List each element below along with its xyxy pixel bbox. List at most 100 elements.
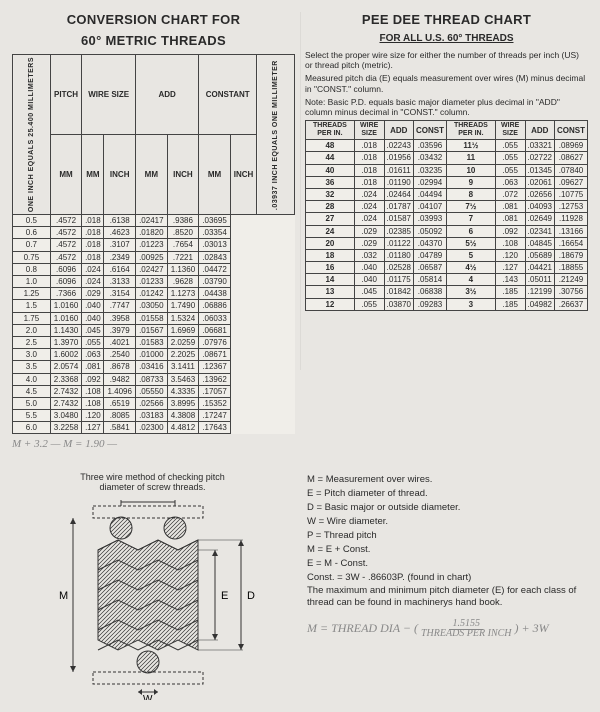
cell: .06886 [199, 300, 231, 312]
cell: .024 [354, 188, 384, 200]
side-note-right: .03937 INCH EQUALS ONE MILLIMETER [257, 55, 295, 215]
cell: 6 [446, 225, 495, 237]
cell: 2.0 [13, 324, 51, 336]
cell: .01122 [384, 237, 413, 249]
table-row: 1.25.7366.029.3154.012421.1273.04438 [13, 288, 295, 300]
left-title-2: 60° METRIC THREADS [12, 33, 295, 48]
cell: .03354 [199, 227, 231, 239]
cell: 3.0 [13, 349, 51, 361]
cell: .5841 [104, 422, 136, 434]
unit-inch: INCH [104, 135, 136, 215]
cell: .09627 [554, 176, 587, 188]
cell: .024 [354, 213, 384, 225]
cell: 4½ [446, 262, 495, 274]
cell: 10 [446, 164, 495, 176]
table-row: 6.03.2258.127.5841.023004.4812.17643 [13, 422, 295, 434]
cell: .01000 [136, 349, 168, 361]
cell: .01175 [384, 274, 413, 286]
cell: .03050 [136, 300, 168, 312]
cell: .108 [495, 237, 525, 249]
table-row: 4.52.7432.1081.4096.055504.3335.17057 [13, 385, 295, 397]
cell: .7654 [167, 239, 199, 251]
cell: 3.8995 [167, 397, 199, 409]
cell: .02427 [136, 263, 168, 275]
cell: 1.1360 [167, 263, 199, 275]
cell: 0.75 [13, 251, 51, 263]
cell: .045 [354, 286, 384, 298]
side-note-left: ONE INCH EQUALS 25.400 MILLIMETERS [13, 55, 51, 215]
cell: .17057 [199, 385, 231, 397]
cell: .07840 [554, 164, 587, 176]
cell: .18679 [554, 249, 587, 261]
cell: .03993 [413, 213, 446, 225]
cell: .05814 [413, 274, 446, 286]
cell: 4.3335 [167, 385, 199, 397]
legend-line: E = M - Const. [307, 558, 588, 570]
hdr-tpi: THREADS PER IN. [446, 121, 495, 140]
cell: 2.2025 [167, 349, 199, 361]
cell: .03416 [136, 361, 168, 373]
cell: .029 [354, 237, 384, 249]
table-row: 28.024.01787.041077½.081.04093.12753 [306, 201, 588, 213]
cell: .185 [495, 286, 525, 298]
unit-inch: INCH [230, 135, 256, 215]
cell: 3.2258 [50, 422, 82, 434]
table-row: 16.040.02528.065874½.127.04421.18855 [306, 262, 588, 274]
cell: .04421 [525, 262, 554, 274]
cell: .4623 [104, 227, 136, 239]
cell: .05550 [136, 385, 168, 397]
cell: 40 [306, 164, 355, 176]
cell: .081 [82, 361, 104, 373]
cell: .040 [82, 300, 104, 312]
cell: .024 [354, 201, 384, 213]
table-row: 40.018.01611.0323510.055.01345.07840 [306, 164, 588, 176]
cell: .6096 [50, 276, 82, 288]
cell: 9 [446, 176, 495, 188]
cell: .01956 [384, 152, 413, 164]
cell: 5.0 [13, 397, 51, 409]
handwritten-left: M + 3.2 — M = 1.90 — [12, 438, 295, 450]
cell: .9482 [104, 373, 136, 385]
cell: .02843 [199, 251, 231, 263]
hdr-add: ADD [136, 55, 199, 135]
cell: .024 [82, 276, 104, 288]
hdr-const: CONSTANT [199, 55, 257, 135]
table-row: 3.52.0574.081.8678.034163.1411.12367 [13, 361, 295, 373]
cell: 6.0 [13, 422, 51, 434]
cell: .08671 [199, 349, 231, 361]
cell: 3.1411 [167, 361, 199, 373]
cell: .26637 [554, 298, 587, 310]
cell: .4572 [50, 239, 82, 251]
cell: .05689 [525, 249, 554, 261]
table-row: 2.51.3970.055.4021.015832.0259.07976 [13, 336, 295, 348]
cell: 12 [306, 298, 355, 310]
cell: .081 [495, 201, 525, 213]
cell: .12367 [199, 361, 231, 373]
cell: .06587 [413, 262, 446, 274]
table-row: 1.751.0160.040.3958.015581.5324.06033 [13, 312, 295, 324]
cell: 2.7432 [50, 397, 82, 409]
left-title-1: CONVERSION CHART FOR [12, 12, 295, 27]
cell: 1.6969 [167, 324, 199, 336]
cell: .072 [495, 188, 525, 200]
cell: 3½ [446, 286, 495, 298]
cell: .10775 [554, 188, 587, 200]
cell: .03013 [199, 239, 231, 251]
cell: .01787 [384, 201, 413, 213]
cell: .01233 [136, 276, 168, 288]
cell: 4.4812 [167, 422, 199, 434]
cell: 1.5 [13, 300, 51, 312]
table-row: 0.6.4572.018.4623.01820.8520.03354 [13, 227, 295, 239]
cell: .018 [82, 227, 104, 239]
cell: .04982 [525, 298, 554, 310]
table-row: 27.024.01587.039937.081.02649.11928 [306, 213, 588, 225]
cell: .07976 [199, 336, 231, 348]
cell: 1.0 [13, 276, 51, 288]
cell: 32 [306, 188, 355, 200]
cell: .018 [354, 140, 384, 152]
cell: .127 [82, 422, 104, 434]
cell: .02417 [136, 215, 168, 227]
table-row: 3.01.6002.063.2540.010002.2025.08671 [13, 349, 295, 361]
cell: .018 [354, 164, 384, 176]
cell: .01242 [136, 288, 168, 300]
